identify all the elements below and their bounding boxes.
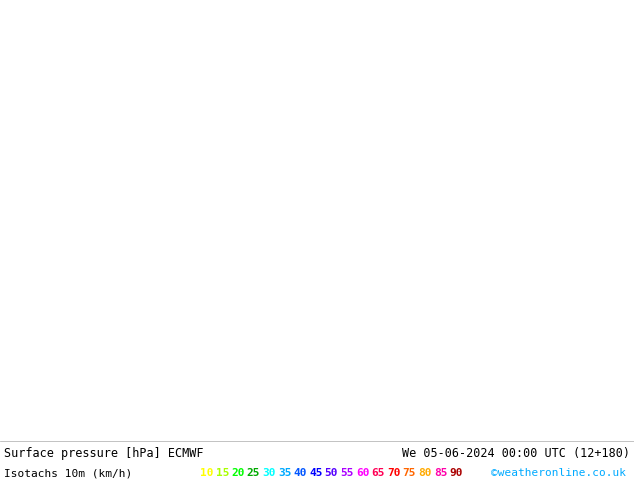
- Text: 80: 80: [418, 468, 432, 478]
- Text: 60: 60: [356, 468, 370, 478]
- Text: ©weatheronline.co.uk: ©weatheronline.co.uk: [491, 468, 626, 478]
- Text: 20: 20: [231, 468, 245, 478]
- Text: 15: 15: [216, 468, 229, 478]
- Text: 55: 55: [340, 468, 354, 478]
- Text: 40: 40: [294, 468, 307, 478]
- Text: Isotachs 10m (km/h): Isotachs 10m (km/h): [4, 468, 133, 478]
- Text: 50: 50: [325, 468, 338, 478]
- Text: 90: 90: [450, 468, 463, 478]
- Text: We 05-06-2024 00:00 UTC (12+180): We 05-06-2024 00:00 UTC (12+180): [402, 446, 630, 460]
- Text: 10: 10: [200, 468, 214, 478]
- Text: 85: 85: [434, 468, 448, 478]
- Text: 75: 75: [403, 468, 416, 478]
- Text: Surface pressure [hPa] ECMWF: Surface pressure [hPa] ECMWF: [4, 446, 204, 460]
- Text: 65: 65: [372, 468, 385, 478]
- Text: 35: 35: [278, 468, 292, 478]
- Text: 45: 45: [309, 468, 323, 478]
- Text: 25: 25: [247, 468, 261, 478]
- Text: 70: 70: [387, 468, 401, 478]
- Text: 30: 30: [262, 468, 276, 478]
